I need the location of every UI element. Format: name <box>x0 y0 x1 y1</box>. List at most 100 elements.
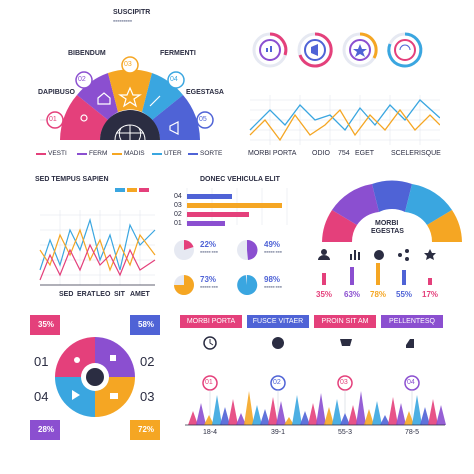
bar-02 <box>187 212 249 217</box>
user-icon <box>318 249 330 260</box>
line-chart <box>39 188 156 286</box>
pct-55: 55% <box>396 290 413 299</box>
quad-pct-58: 58% <box>138 320 155 329</box>
triangle-bar <box>236 413 246 425</box>
segment-icons <box>80 86 179 135</box>
panel3-title: SED TEMPUS SAPIEN <box>35 176 109 183</box>
pie-label-73: 73% <box>200 275 217 284</box>
chart-legend <box>115 188 149 192</box>
label-egestasa: EGESTASA <box>186 89 224 96</box>
arc-graphic <box>318 180 462 285</box>
card-num-03: 03 <box>340 379 348 386</box>
ring-icons <box>266 44 411 57</box>
xlabel-leo: LEO <box>96 291 111 298</box>
quad-num-03: 03 <box>140 389 155 404</box>
xlabel-erat: ERAT <box>77 291 96 298</box>
chat-icon <box>110 393 118 399</box>
quad-num-04: 04 <box>34 389 49 404</box>
triangle-bar <box>308 403 318 425</box>
quad-pct-28: 28% <box>38 425 55 434</box>
bars-and-pies-panel: DONEC VEHICULA ELIT 04 03 02 01 22% ■■■■… <box>172 170 307 305</box>
card-num-01: 01 <box>205 379 213 386</box>
triangle-bar <box>244 391 254 425</box>
number-05: 05 <box>199 116 207 123</box>
label-suscipitr: SUSCIPITR <box>113 9 151 16</box>
pie-desc-22: ■■■■■ ■■■ <box>200 250 218 254</box>
rings-and-lines <box>249 32 441 145</box>
triangle-bar <box>396 403 406 425</box>
triangle-bar <box>196 403 206 425</box>
pie-49 <box>247 239 258 260</box>
triangle-bar <box>436 405 446 425</box>
triangle-bar <box>348 405 358 425</box>
pin-icon <box>74 357 80 363</box>
line-series-1 <box>249 99 441 132</box>
triangle-bar <box>316 393 326 425</box>
triangle-bar <box>412 395 422 425</box>
triangle-bar <box>428 399 438 425</box>
triangle-bar <box>372 401 382 425</box>
pct-63: 63% <box>344 290 361 299</box>
triangle-chart-panel: MORBI PORTA FUSCE VITAER PROIN SIT AM PE… <box>180 315 450 440</box>
triangle-bar <box>188 411 198 425</box>
triangle-bar <box>364 409 374 425</box>
legend-ferm: FERM <box>89 150 108 157</box>
star-icon <box>118 86 142 108</box>
quad-pct-72: 72% <box>138 425 155 434</box>
chart-icon <box>266 46 272 52</box>
thumb-icon <box>406 339 414 348</box>
pct-35: 35% <box>316 290 333 299</box>
triangle-bars <box>188 391 446 425</box>
horizontal-bar-chart <box>186 188 288 226</box>
icon-row <box>318 249 436 261</box>
rings-line-chart: MORBI PORTA ODIO 754 EGET SCELERISQUE <box>240 30 441 165</box>
pie-98 <box>237 274 258 295</box>
circle-quadrant-panel: 35% 58% 28% 72% 01 02 04 03 <box>30 315 160 440</box>
triangle-bar <box>260 409 270 425</box>
pie-charts <box>174 239 258 295</box>
globe-icon <box>114 124 146 141</box>
line-chart-panel: SED TEMPUS SAPIEN SED ERAT LEO SIT AMET <box>25 170 165 305</box>
xlabel-18-4: 18-4 <box>203 429 218 436</box>
quad-pct-35: 35% <box>38 320 55 329</box>
triangle-bar <box>332 399 342 425</box>
header-proin-sit-am: PROIN SIT AM <box>314 315 376 328</box>
xlabel-eget: EGET <box>355 150 375 157</box>
globe-icon <box>374 250 384 260</box>
triangle-bar <box>300 411 310 425</box>
info-icon <box>272 337 284 349</box>
quadrant-icons <box>72 355 118 400</box>
label-bibendum: BIBENDUM <box>68 50 106 57</box>
label-fermenti: FERMENTI <box>160 50 196 57</box>
card-icons <box>203 336 414 350</box>
triangle-bar <box>268 397 278 425</box>
number-04: 04 <box>170 76 178 83</box>
number-03: 03 <box>124 61 132 68</box>
triangle-bar <box>276 401 286 425</box>
triangle-bar <box>292 395 302 425</box>
bar-01 <box>187 221 225 226</box>
chart-icon <box>350 250 360 260</box>
pencil-icon <box>149 95 161 107</box>
semicircle-infographic: 01 02 03 04 05 SUSCIPITR ■■■■■■■■■ BIBEN… <box>0 0 235 175</box>
semicircle-graphic <box>36 56 214 155</box>
label-dapibuso: DAPIBUSO <box>38 89 75 96</box>
xlabel-754: 754 <box>338 150 350 157</box>
number-circles <box>46 56 214 129</box>
star-icon <box>353 44 367 57</box>
panel4-title: DONEC VEHICULA ELIT <box>200 176 280 183</box>
bar-label-03: 03 <box>174 202 182 209</box>
triangle-bar <box>380 415 390 425</box>
pie-desc-98: ■■■■■ ■■■ <box>264 285 282 289</box>
pie-desc-49: ■■■■■ ■■■ <box>264 250 282 254</box>
card-num-02: 02 <box>273 379 281 386</box>
arc-center-label-2: EGESTAS <box>371 228 404 235</box>
xlabel-78-5: 78-5 <box>405 429 420 436</box>
pct-17: 17% <box>422 290 439 299</box>
card-num-04: 04 <box>407 379 415 386</box>
triangle-bar <box>212 395 222 425</box>
pie-desc-73: ■■■■■ ■■■ <box>200 285 218 289</box>
triangle-bar <box>220 407 230 425</box>
pie-22 <box>184 240 194 250</box>
pie-label-49: 49% <box>264 240 281 249</box>
